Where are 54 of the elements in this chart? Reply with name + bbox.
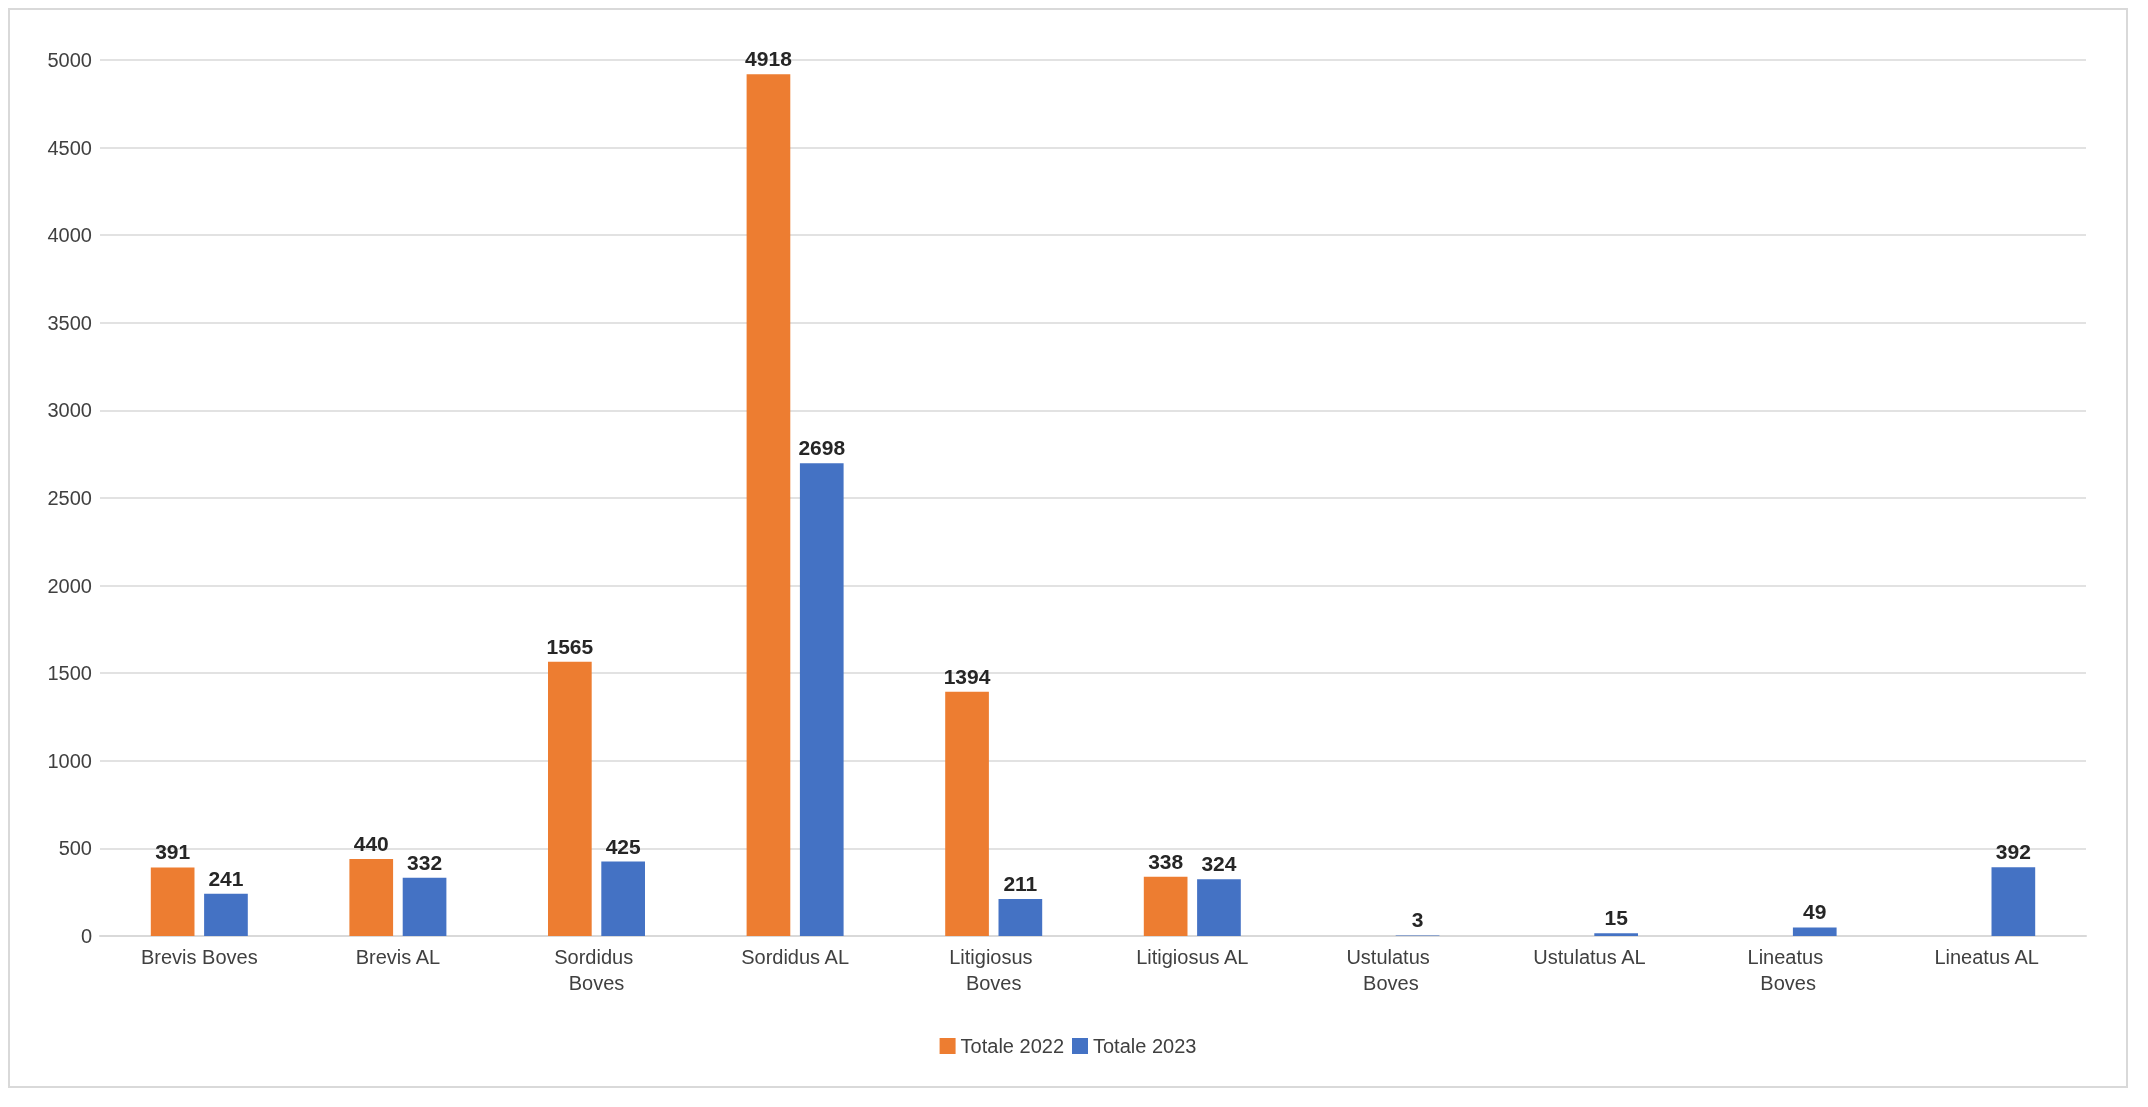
y-tick-label: 5000	[47, 49, 92, 71]
y-tick-label: 4000	[47, 224, 92, 247]
bar	[204, 893, 248, 936]
y-tick-label: 3500	[47, 311, 92, 334]
x-tick-label: Ustulatus AL	[1533, 946, 1646, 968]
x-tick-label: Litigiosus Boves	[949, 946, 1039, 994]
bar	[799, 463, 844, 936]
bar	[349, 858, 394, 936]
data-label: 211	[1003, 872, 1038, 896]
x-tick-label: Brevis AL	[355, 946, 441, 968]
x-tick-label: Lineatus AL	[1934, 946, 2039, 968]
data-label: 1394	[943, 664, 991, 688]
data-label: 15	[1604, 906, 1629, 930]
bar	[1594, 933, 1638, 936]
y-tick-label: 1000	[47, 749, 92, 772]
x-tick-label: Sordidus AL	[741, 946, 850, 968]
bar	[998, 899, 1043, 936]
y-tick-label: 3000	[47, 399, 92, 422]
y-tick-label: 1500	[47, 662, 92, 685]
bar	[150, 867, 195, 936]
y-tick-label: 2000	[47, 574, 92, 597]
bar	[945, 691, 989, 936]
data-label: 392	[1995, 840, 2031, 864]
x-tick-label: Litigiosus AL	[1136, 946, 1249, 968]
x-tick-label: Sordidus Boves	[554, 946, 639, 994]
data-label: 338	[1148, 849, 1184, 873]
bar	[1792, 927, 1837, 936]
x-tick-label: Brevis Boves	[140, 946, 258, 968]
y-tick-label: 0	[80, 925, 92, 947]
data-label: 425	[605, 834, 641, 858]
data-label: 1565	[546, 634, 594, 658]
bar	[402, 877, 447, 936]
data-label: 3	[1411, 908, 1424, 932]
data-label: 391	[155, 840, 191, 864]
bar	[601, 861, 645, 936]
data-label: 241	[208, 866, 244, 890]
bar	[548, 661, 592, 936]
data-label: 440	[353, 831, 389, 855]
bar	[1197, 879, 1241, 936]
bar	[746, 74, 791, 936]
bar	[1991, 867, 2036, 936]
x-tick-label: Ustulatus Boves	[1346, 946, 1436, 994]
legend-label: Totale 2023	[1093, 1035, 1197, 1057]
legend-label: Totale 2022	[960, 1035, 1064, 1057]
data-label: 332	[407, 850, 443, 874]
x-tick-label: Lineatus Boves	[1747, 946, 1829, 994]
y-tick-label: 4500	[47, 136, 92, 159]
data-label: 2698	[798, 436, 846, 460]
data-label: 4918	[745, 47, 793, 71]
bar	[1143, 876, 1188, 936]
y-tick-label: 500	[58, 837, 92, 860]
y-tick-label: 2500	[47, 487, 92, 509]
data-label: 324	[1201, 852, 1237, 876]
data-label: 49	[1803, 900, 1827, 924]
